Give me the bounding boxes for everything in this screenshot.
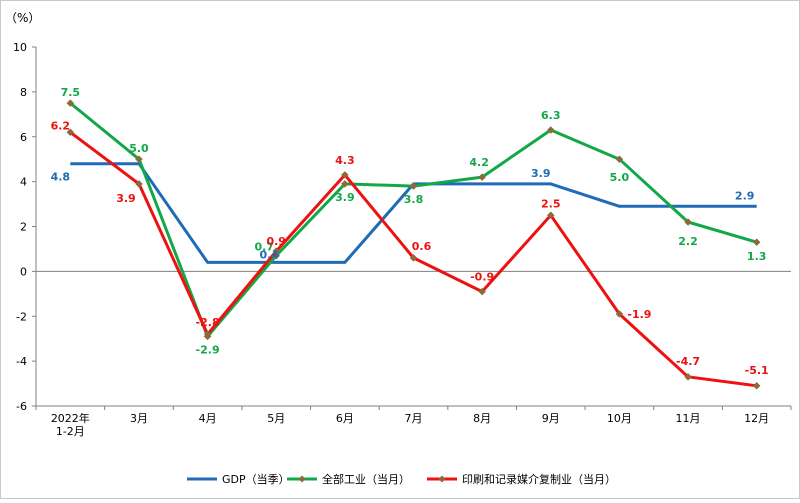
data-label-3: 2.5 <box>541 197 561 210</box>
series-marker-2 <box>752 238 761 247</box>
data-label-1: 3.9 <box>531 167 551 180</box>
series-marker-3 <box>66 128 75 137</box>
series-marker-3 <box>272 247 281 256</box>
legend-marker-2 <box>298 475 306 483</box>
y-tick-label: -4 <box>16 355 27 368</box>
series-marker-2 <box>66 99 75 107</box>
y-tick-label: 6 <box>20 131 27 144</box>
data-label-2: 7.5 <box>61 86 81 99</box>
y-tick-label: -2 <box>16 310 27 323</box>
data-label-3: -5.1 <box>745 364 769 377</box>
series-marker-2 <box>684 218 692 226</box>
data-label-2: 3.8 <box>404 193 424 206</box>
series-marker-2 <box>478 173 486 181</box>
series-marker-3 <box>615 310 624 318</box>
y-tick-label: 10 <box>13 41 27 54</box>
y-tick-label: 2 <box>20 221 27 234</box>
data-label-2: 3.9 <box>335 191 355 204</box>
data-label-3: -2.8 <box>196 316 220 329</box>
data-label-2: 5.0 <box>610 171 630 184</box>
x-tick-label: 12月 <box>744 412 769 425</box>
series-marker-2 <box>409 182 418 190</box>
x-tick-label: 9月 <box>542 412 560 425</box>
data-label-3: -1.9 <box>627 308 651 321</box>
data-label-1: 4.8 <box>51 171 71 184</box>
data-label-3: 4.3 <box>335 154 355 167</box>
data-label-2: 0.7 <box>254 241 274 254</box>
y-tick-label: 8 <box>20 86 27 99</box>
series-marker-3 <box>478 287 486 296</box>
series-marker-2 <box>546 126 555 134</box>
x-tick-label: 6月 <box>336 412 354 425</box>
data-label-2: 1.3 <box>747 250 767 263</box>
legend-marker-3 <box>438 475 446 483</box>
y-tick-label: 4 <box>20 176 27 189</box>
x-tick-label: 1-2月 <box>56 425 85 438</box>
x-tick-label: 3月 <box>130 412 148 425</box>
series-marker-3 <box>752 381 761 390</box>
data-label-2: 6.3 <box>541 109 561 122</box>
data-label-3: 0.9 <box>266 235 286 248</box>
series-marker-3 <box>409 254 418 262</box>
legend-label-3: 印刷和记录媒介复制业（当月） <box>462 472 616 486</box>
series-line-2 <box>69 101 758 338</box>
series-marker-2 <box>615 155 624 164</box>
series-marker-3 <box>684 372 692 381</box>
series-marker-2 <box>135 155 143 164</box>
series-marker-3 <box>135 180 143 188</box>
data-label-3: 6.2 <box>51 119 71 132</box>
data-label-3: -0.9 <box>470 271 494 284</box>
data-label-3: 0.6 <box>412 240 432 253</box>
series-marker-3 <box>341 171 349 179</box>
legend-label-1: GDP（当季） <box>222 472 290 486</box>
x-tick-label: 4月 <box>199 412 217 425</box>
data-label-3: -4.7 <box>676 355 700 368</box>
x-tick-label: 7月 <box>405 412 423 425</box>
x-tick-label: 8月 <box>473 412 491 425</box>
y-unit-label: （%） <box>5 11 40 25</box>
x-tick-label: 10月 <box>607 412 632 425</box>
y-tick-label: -6 <box>16 400 27 413</box>
x-tick-label: 5月 <box>267 412 285 425</box>
series-marker-3 <box>546 211 555 220</box>
x-tick-label: 2022年 <box>51 411 90 425</box>
y-tick-label: 0 <box>20 265 27 278</box>
series-marker-2 <box>341 180 349 188</box>
series-marker-3 <box>203 330 212 339</box>
data-label-2: 5.0 <box>129 142 149 155</box>
x-tick-label: 11月 <box>676 412 701 425</box>
data-label-2: 2.2 <box>678 235 698 248</box>
data-label-2: 4.2 <box>469 156 489 169</box>
data-label-1: 0.4 <box>259 248 279 261</box>
data-label-3: 3.9 <box>116 192 136 205</box>
data-label-1: 2.9 <box>735 189 755 202</box>
data-label-2: -2.9 <box>196 343 220 356</box>
legend-label-2: 全部工业（当月） <box>322 472 410 486</box>
